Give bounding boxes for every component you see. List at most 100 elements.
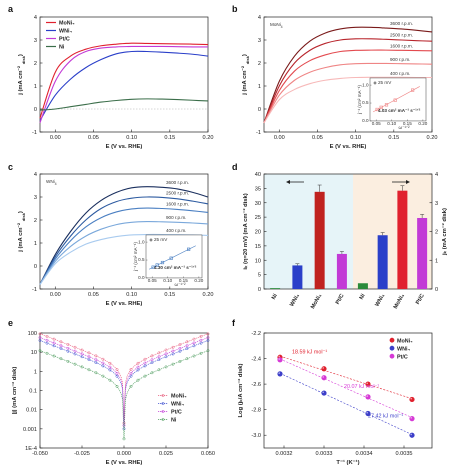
data-point-highlight <box>366 382 369 385</box>
plot-frame <box>39 16 209 133</box>
y-tick-label: 1 <box>34 369 37 375</box>
series-marker <box>52 354 56 358</box>
inset-y-tick-label: 1.0 <box>138 239 145 244</box>
data-point-highlight <box>322 391 325 394</box>
inset-annotation: 4.30 cm² mA⁻¹ s⁻¹ᐟ² <box>154 265 197 270</box>
data-point-highlight <box>366 395 369 397</box>
y-tick-label: -2.2 <box>251 331 261 337</box>
x-axis-label: E (V vs. RHE) <box>330 144 367 150</box>
series-marker <box>185 357 189 361</box>
y-tick-label: 1 <box>34 241 37 247</box>
series-marker <box>157 368 161 372</box>
series-marker <box>73 362 77 366</box>
series-label: 3600 r.p.m. <box>390 21 413 26</box>
series-marker <box>38 349 42 353</box>
inset-point <box>187 247 191 251</box>
series-line <box>39 221 209 285</box>
data-point-highlight <box>366 411 369 414</box>
panel-f: f 0.0032 0.0033 0.0034 0.0035 -3.0 -2.8 -2.6 -2.… <box>232 318 433 466</box>
series-marker <box>122 427 126 431</box>
fit-line <box>279 372 413 435</box>
series-marker <box>129 374 133 378</box>
series-marker <box>157 351 161 355</box>
inset-point <box>151 265 155 269</box>
legend-label: MoNi₄ <box>59 21 75 27</box>
x-tick-label: 0.0034 <box>355 451 372 457</box>
inset-point <box>379 105 383 109</box>
inset-x-tick-label: 0.20 <box>194 278 203 283</box>
category-label-left: Pt/C <box>335 293 346 306</box>
y-tick-label: 3 <box>258 38 261 44</box>
panel-letter-a: a <box>8 4 14 14</box>
panel-letter-b: b <box>232 4 238 14</box>
series-marker <box>73 349 77 353</box>
series-marker <box>80 352 84 356</box>
x-tick-label: 0.00 <box>274 135 285 141</box>
series-marker <box>164 348 168 352</box>
series-marker <box>108 361 112 365</box>
series-line <box>39 98 209 111</box>
series-marker <box>164 355 168 359</box>
inset-point <box>155 263 159 267</box>
series-marker <box>206 349 210 353</box>
series-marker <box>59 347 63 350</box>
inset-point <box>169 256 173 260</box>
category-label-right: Ni <box>359 293 367 301</box>
data-point <box>409 396 415 403</box>
series-marker <box>94 354 98 358</box>
series-marker <box>122 424 126 427</box>
left-y-tick-label: 0 <box>258 287 261 293</box>
series-label: 900 r.p.m. <box>390 57 410 62</box>
series-marker <box>108 378 112 382</box>
x-tick-label: 0.050 <box>201 451 215 457</box>
legend-label: WNi₄ <box>171 402 184 408</box>
series-marker <box>115 371 119 375</box>
data-point <box>321 390 327 396</box>
series-line <box>263 38 433 124</box>
series-marker <box>59 340 63 344</box>
inset-y-tick-label: 0.0 <box>362 118 369 123</box>
series-marker <box>157 358 161 362</box>
legend-marker <box>389 353 395 359</box>
x-tick-label: 0.05 <box>88 135 99 141</box>
series-label: 900 r.p.m. <box>166 215 186 220</box>
inset-x-tick-label: 0.05 <box>148 278 157 283</box>
series-marker <box>206 336 210 339</box>
y-axis-label: j (mA cm−2 disk) <box>16 211 26 253</box>
series-marker <box>87 358 91 362</box>
legend-marker <box>161 402 165 405</box>
series-marker <box>66 346 70 350</box>
panel-letter-f: f <box>232 318 236 328</box>
series-marker <box>136 365 140 369</box>
y-axis-label: |j| (mA cm⁻² disk) <box>11 367 18 415</box>
right-y-tick-label: 1 <box>435 258 438 264</box>
inset-x-tick-label: 0.10 <box>163 278 172 283</box>
inset-y-tick-label: 0.0 <box>138 275 145 280</box>
series-marker <box>38 332 42 336</box>
inset-x-tick-label: 0.20 <box>418 121 427 126</box>
y-tick-label: 0 <box>34 264 37 270</box>
x-tick-label: 0.05 <box>88 292 99 298</box>
inset-point <box>375 107 379 112</box>
x-tick-label: 0.0032 <box>275 451 292 457</box>
right-y-tick-label: 4 <box>435 172 438 178</box>
series-marker <box>52 341 56 345</box>
bar-right <box>357 283 368 289</box>
series-marker <box>66 343 70 346</box>
panel-e: e -0.050 -0.025 0.000 0.025 0.050 1E-4 0.001 0.0… <box>8 318 215 466</box>
series-marker <box>101 357 105 361</box>
panel-letter-d: d <box>232 162 238 172</box>
x-axis-label: E (V vs. RHE) <box>106 301 143 307</box>
activation-energy-label: 18.59 kJ mol⁻¹ <box>292 349 327 355</box>
inset-frame <box>369 77 427 122</box>
x-tick-label: 0.00 <box>50 135 61 141</box>
inset-legend: 25 mV <box>378 80 392 85</box>
y-tick-label: -3.0 <box>251 433 261 439</box>
series-marker <box>66 359 70 363</box>
series-label: 3600 r.p.m. <box>166 180 189 185</box>
legend-marker <box>389 337 395 343</box>
series-marker <box>178 343 182 346</box>
series-label: 400 r.p.m. <box>166 228 186 233</box>
series-marker <box>150 371 154 375</box>
